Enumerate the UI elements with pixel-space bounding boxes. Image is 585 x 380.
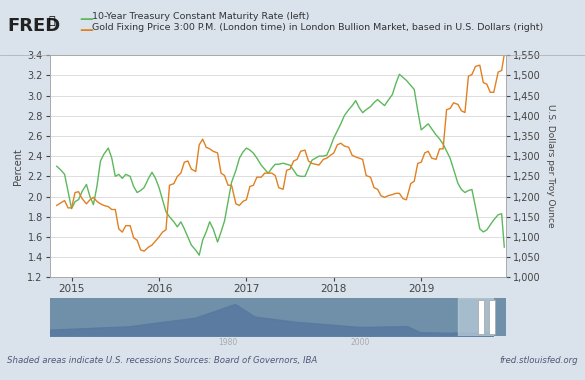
Text: Sources: Board of Governors, IBA: Sources: Board of Governors, IBA bbox=[174, 356, 317, 365]
Text: FRED: FRED bbox=[7, 17, 60, 35]
Bar bbox=[479, 300, 484, 334]
Text: Gold Fixing Price 3:00 P.M. (London time) in London Bullion Market, based in U.S: Gold Fixing Price 3:00 P.M. (London time… bbox=[92, 23, 543, 32]
Text: 📈: 📈 bbox=[49, 16, 55, 26]
Text: —: — bbox=[79, 23, 93, 37]
Y-axis label: Percent: Percent bbox=[13, 148, 23, 185]
Text: 10-Year Treasury Constant Maturity Rate (left): 10-Year Treasury Constant Maturity Rate … bbox=[92, 12, 310, 21]
Y-axis label: U.S. Dollars per Troy Ounce: U.S. Dollars per Troy Ounce bbox=[546, 105, 555, 228]
Text: —: — bbox=[79, 12, 93, 26]
Bar bbox=[458, 298, 493, 336]
Bar bbox=[490, 300, 495, 334]
Text: fred.stlouisfed.org: fred.stlouisfed.org bbox=[500, 356, 578, 365]
Text: Shaded areas indicate U.S. recessions: Shaded areas indicate U.S. recessions bbox=[7, 356, 171, 365]
